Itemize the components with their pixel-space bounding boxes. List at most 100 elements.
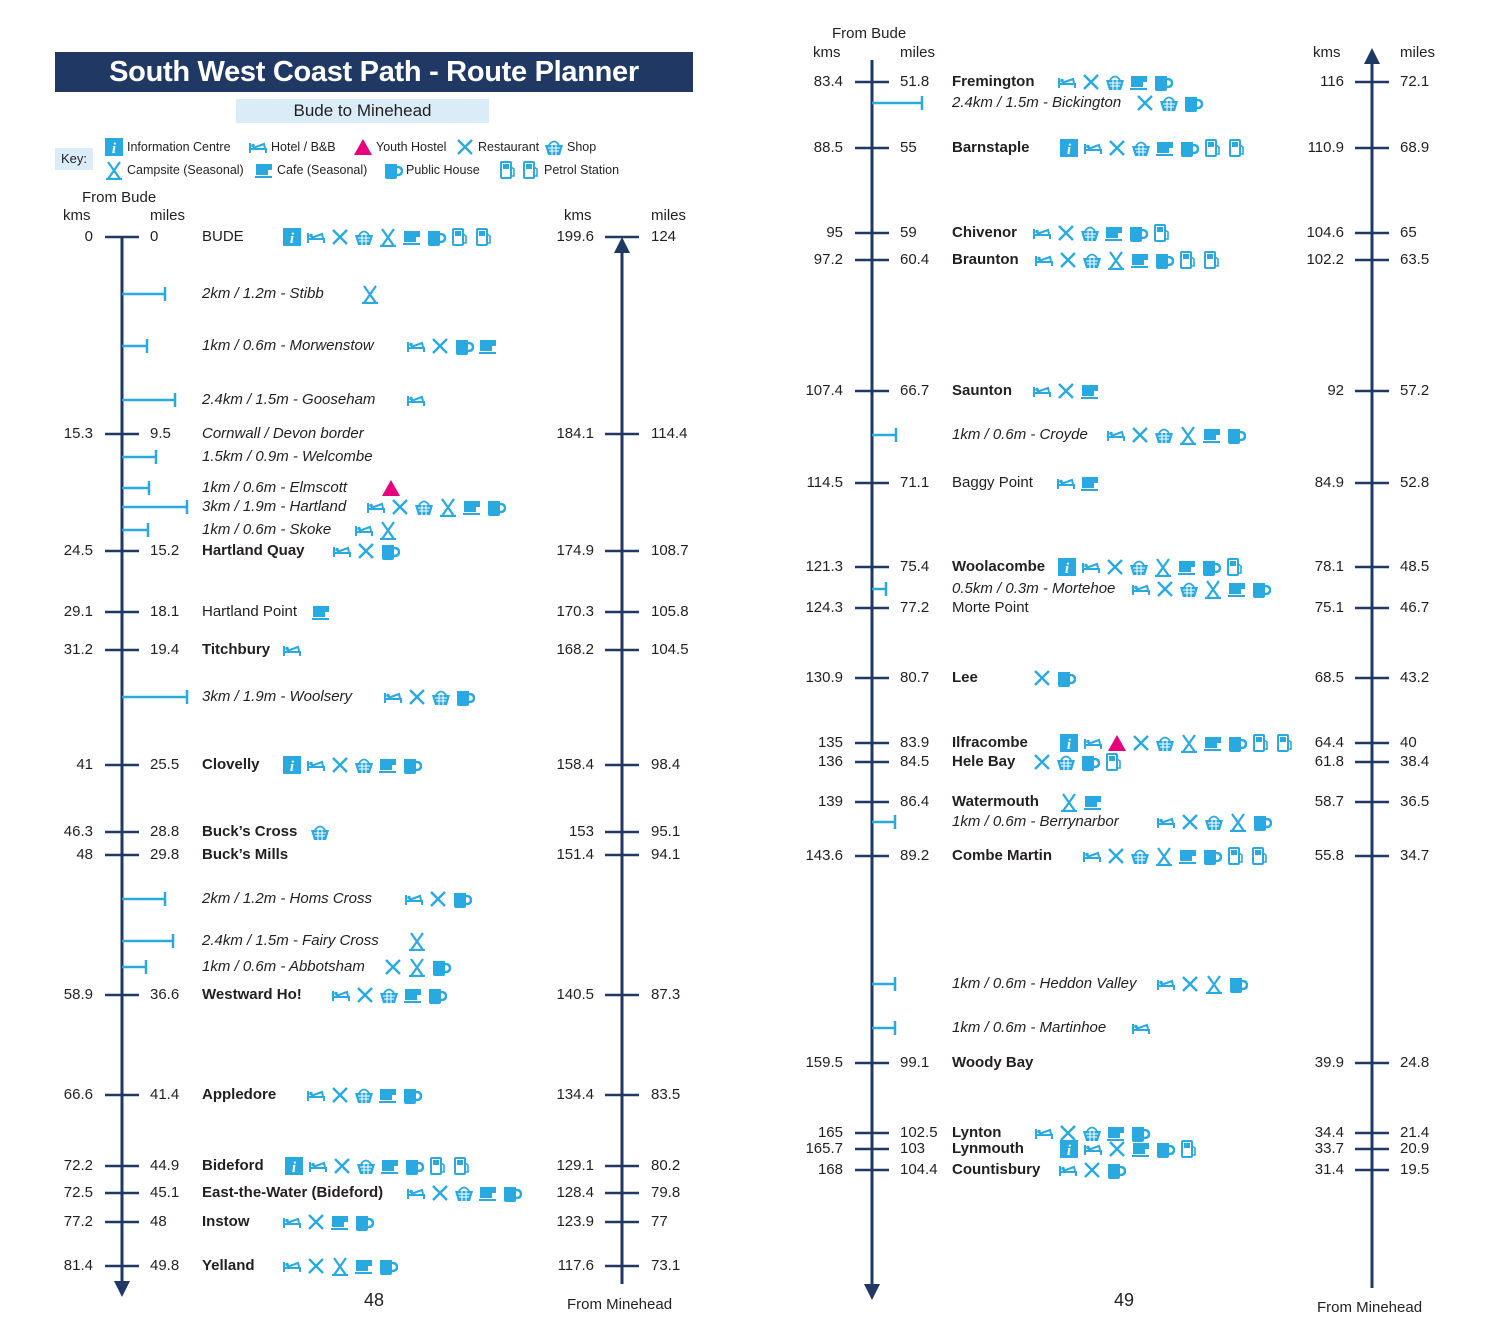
pub-icon	[1153, 72, 1174, 92]
miles-from-start: 89.2	[900, 847, 930, 864]
place-name: 1km / 0.6m - Heddon Valley	[952, 975, 1137, 992]
facility-icons	[406, 1183, 523, 1203]
facility-icons	[1032, 752, 1124, 772]
facility-icons	[1032, 381, 1100, 401]
from-minehead-footer-left: From Minehead	[567, 1296, 673, 1313]
return-axis-arrow-left	[614, 237, 630, 253]
restaurant-icon	[1180, 974, 1200, 994]
info-icon: i	[284, 1156, 304, 1176]
key-item-label: Information Centre	[127, 140, 231, 154]
miles-from-start: 84.5	[900, 753, 930, 770]
pub-icon	[1154, 250, 1175, 270]
hotel-icon	[1106, 425, 1126, 445]
place-name: Hartland Point	[202, 603, 298, 620]
pub-icon	[402, 755, 423, 775]
miles-from-start: 9.5	[150, 425, 171, 442]
pub-icon	[1202, 846, 1223, 866]
miles-from-start: 71.1	[900, 474, 930, 491]
facility-icons	[282, 1256, 399, 1277]
info-icon: i	[1059, 138, 1079, 158]
km-from-start: 168	[817, 1161, 843, 1178]
shop-icon	[431, 687, 451, 707]
facility-icons	[311, 602, 331, 622]
place-name: 1km / 0.6m - Berrynarbor	[952, 813, 1119, 830]
hotel-icon	[404, 889, 424, 909]
place-name: Hartland Quay	[202, 542, 305, 559]
shop-icon	[1130, 846, 1150, 866]
svg-text:i: i	[292, 1160, 297, 1176]
restaurant-icon	[1107, 138, 1127, 158]
km-from-end: 68.5	[1314, 669, 1344, 686]
hotel-icon	[282, 1212, 302, 1232]
hotel-icon	[1082, 846, 1102, 866]
pub-icon	[454, 336, 475, 356]
place-name: Saunton	[952, 382, 1012, 399]
shop-icon	[454, 1183, 474, 1203]
facility-icons	[1034, 250, 1222, 271]
info-icon: i	[1057, 557, 1077, 577]
cafe-icon	[354, 1256, 374, 1276]
hotel-icon	[332, 541, 352, 561]
facility-icons	[331, 985, 448, 1005]
hotel-icon	[354, 520, 374, 540]
miles-header-left-return: miles	[651, 207, 687, 224]
place-name: Lynmouth	[952, 1140, 1024, 1157]
km-from-start: 31.2	[63, 641, 93, 658]
key-item-label: Petrol Station	[544, 163, 620, 177]
facility-icons	[383, 687, 476, 707]
place-name: 1km / 0.6m - Abbotsham	[202, 958, 365, 975]
miles-from-start: 77.2	[900, 599, 930, 616]
facility-icons	[1058, 1160, 1127, 1180]
shop-icon	[1179, 579, 1199, 599]
pub-icon	[1251, 579, 1272, 599]
miles-from-end: 124	[651, 228, 677, 245]
shop-icon	[1082, 250, 1102, 270]
shop-icon	[379, 985, 399, 1005]
miles-from-end: 21.4	[1400, 1124, 1430, 1141]
youth-hostel-icon	[381, 478, 401, 498]
km-from-start: 58.9	[63, 986, 93, 1003]
miles-from-end: 20.9	[1400, 1140, 1430, 1157]
facility-icons	[1034, 1123, 1151, 1143]
hotel-icon	[282, 1256, 302, 1276]
hotel-icon	[1131, 579, 1151, 599]
km-from-start: 95	[826, 224, 843, 241]
cafe-icon	[378, 1085, 398, 1105]
campsite-icon	[378, 520, 398, 541]
place-name: 0.5km / 0.3m - Mortehoe	[952, 580, 1116, 597]
miles-from-end: 72.1	[1400, 73, 1430, 90]
pub-icon	[383, 160, 404, 180]
svg-text:i: i	[1065, 561, 1070, 577]
place-name: BUDE	[202, 228, 244, 245]
miles-from-end: 104.5	[651, 641, 689, 658]
place-name: Woolacombe	[952, 558, 1046, 575]
restaurant-icon	[1107, 1139, 1127, 1159]
miles-from-start: 104.4	[900, 1161, 938, 1178]
miles-from-end: 36.5	[1400, 793, 1430, 810]
pub-icon	[1106, 1160, 1127, 1180]
km-from-end: 33.7	[1314, 1140, 1344, 1157]
restaurant-icon	[330, 755, 350, 775]
facility-icons	[406, 336, 498, 356]
pub-icon	[1130, 1123, 1151, 1143]
pub-icon	[1155, 1139, 1176, 1159]
pub-icon	[1252, 812, 1273, 832]
km-from-start: 72.5	[63, 1184, 93, 1201]
campsite-icon	[1204, 974, 1224, 995]
km-from-end: 39.9	[1314, 1054, 1344, 1071]
miles-from-end: 77	[651, 1213, 668, 1230]
km-from-end: 92	[1327, 382, 1344, 399]
miles-from-start: 66.7	[900, 382, 930, 399]
hotel-icon	[1083, 1139, 1103, 1159]
km-from-start: 72.2	[63, 1157, 93, 1174]
restaurant-icon	[1105, 557, 1125, 577]
campsite-icon	[1106, 250, 1126, 271]
facility-icons	[1135, 93, 1204, 113]
pub-icon	[404, 1156, 425, 1176]
miles-from-end: 94.1	[651, 846, 681, 863]
place-name: 1km / 0.6m - Morwenstow	[202, 337, 374, 354]
km-from-start: 121.3	[805, 558, 843, 575]
km-from-start: 165	[817, 1124, 843, 1141]
kms-header-right-return: kms	[1313, 44, 1341, 61]
key-item-info: i Information Centre	[104, 137, 231, 157]
